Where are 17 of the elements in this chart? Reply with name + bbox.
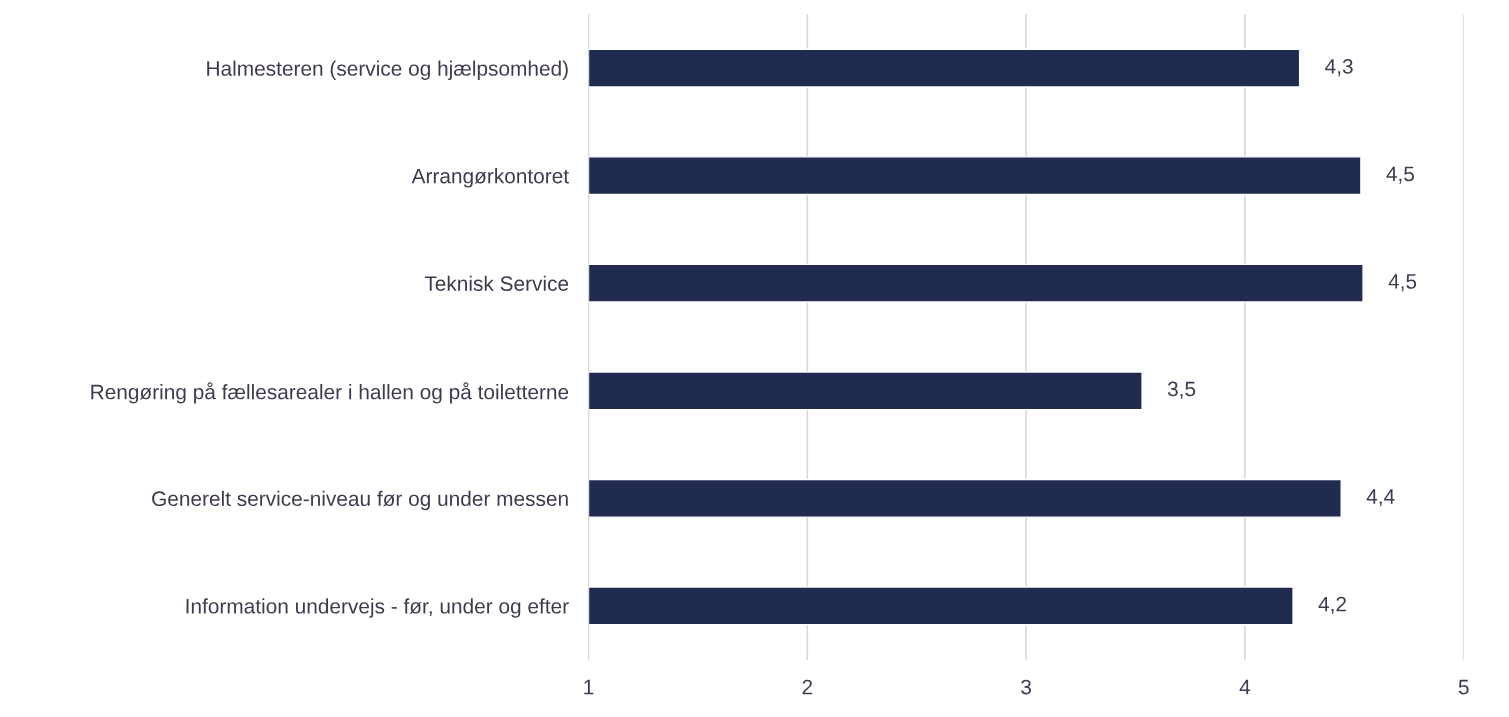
data-label: 3,5 <box>1167 381 1196 399</box>
data-label: 4,2 <box>1318 596 1346 614</box>
y-tick-label: Information undervejs - før, under og efter <box>186 598 569 618</box>
x-tick-label: 1 <box>584 679 594 695</box>
y-tick-label: Teknisk Service <box>424 275 569 291</box>
data-label: 4,5 <box>1388 274 1417 292</box>
data-label: 4,3 <box>1325 58 1353 77</box>
x-tick-label: 4 <box>1239 679 1251 695</box>
x-tick-label: 5 <box>1458 679 1469 695</box>
data-label: 4,4 <box>1366 489 1395 507</box>
data-label: 4,5 <box>1386 166 1414 184</box>
x-tick-label: 3 <box>1021 679 1031 695</box>
y-tick-label: Arrangørkontoret <box>411 168 569 188</box>
y-tick-label: Generelt service-niveau før og under messen <box>152 490 568 511</box>
x-tick-label: 2 <box>802 679 813 695</box>
y-tick-label: Halmesteren (service og hjælpsomhed) <box>207 60 568 80</box>
y-tick-label: Rengøring på fællesarealer i hallen og på toiletterne <box>91 382 569 404</box>
